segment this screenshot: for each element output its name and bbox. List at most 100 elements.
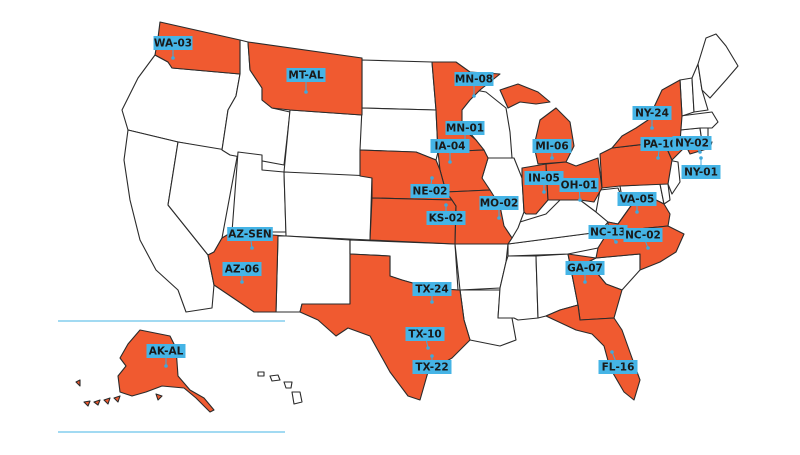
label-pin-dot bbox=[699, 156, 703, 160]
district-label-ks-02: KS-02 bbox=[426, 203, 466, 225]
label-pin-dot bbox=[656, 156, 660, 160]
district-label-tx-10: TX-10 bbox=[405, 327, 445, 350]
label-background bbox=[405, 327, 445, 341]
label-background bbox=[565, 261, 605, 275]
label-background bbox=[412, 360, 452, 374]
district-label-wa-03: WA-03 bbox=[153, 36, 193, 60]
label-background bbox=[681, 165, 721, 179]
label-pin-dot bbox=[448, 160, 452, 164]
label-text: PA-10 bbox=[643, 139, 677, 151]
label-pin-dot bbox=[164, 364, 168, 368]
label-text: NC-13 bbox=[590, 227, 626, 239]
state-arkansas bbox=[454, 243, 509, 291]
district-label-pa-10: PA-10 bbox=[640, 137, 680, 160]
label-text: TX-24 bbox=[415, 284, 448, 296]
state-kentucky bbox=[507, 199, 609, 245]
label-text: MO-02 bbox=[480, 198, 519, 210]
district-label-in-05: IN-05 bbox=[524, 171, 564, 194]
state-new-mexico bbox=[275, 235, 351, 313]
label-pin-dot bbox=[542, 190, 546, 194]
state-maine bbox=[697, 33, 739, 99]
label-text: NY-01 bbox=[684, 167, 718, 179]
label-background bbox=[412, 282, 452, 296]
label-pin-dot bbox=[635, 210, 639, 214]
label-background bbox=[153, 36, 193, 50]
label-background bbox=[532, 139, 572, 153]
label-pin-dot bbox=[578, 198, 582, 202]
label-text: MN-01 bbox=[446, 123, 484, 135]
label-background bbox=[617, 192, 657, 206]
label-background bbox=[598, 360, 638, 374]
state-north-dakota bbox=[361, 59, 437, 111]
label-text: IA-04 bbox=[434, 141, 465, 153]
district-label-mt-al: MT-AL bbox=[286, 68, 326, 94]
label-background bbox=[222, 262, 262, 276]
label-text: NY-02 bbox=[675, 138, 709, 150]
alaska-islands bbox=[75, 379, 163, 407]
label-background bbox=[632, 106, 672, 120]
label-text: WA-03 bbox=[154, 38, 192, 50]
label-background bbox=[146, 344, 186, 358]
district-label-mi-06: MI-06 bbox=[532, 139, 572, 160]
state-hawaii bbox=[257, 371, 303, 405]
district-label-ny-02: NY-02 bbox=[672, 136, 712, 154]
state-florida bbox=[545, 304, 641, 401]
label-pin-dot bbox=[171, 56, 175, 60]
label-background bbox=[426, 211, 466, 225]
label-text: KS-02 bbox=[429, 213, 464, 225]
label-text: GA-07 bbox=[567, 263, 603, 275]
district-label-mo-02: MO-02 bbox=[479, 196, 519, 220]
state-alaska bbox=[117, 329, 215, 413]
label-text: FL-16 bbox=[602, 362, 635, 374]
label-text: AK-AL bbox=[149, 346, 184, 358]
label-text: TX-22 bbox=[415, 362, 448, 374]
label-text: IN-05 bbox=[528, 173, 560, 185]
district-label-oh-01: OH-01 bbox=[559, 178, 599, 202]
district-label-az-06: AZ-06 bbox=[222, 262, 262, 284]
label-text: NY-24 bbox=[635, 108, 669, 120]
district-label-ia-04: IA-04 bbox=[430, 139, 470, 164]
label-text: AZ-06 bbox=[225, 264, 260, 276]
district-label-ny-24: NY-24 bbox=[632, 106, 672, 130]
label-background bbox=[479, 196, 519, 210]
label-pin-dot bbox=[646, 246, 650, 250]
label-pin-dot bbox=[444, 203, 448, 207]
label-pin-dot bbox=[610, 350, 614, 354]
state-new-hampshire bbox=[691, 63, 709, 113]
label-pin-dot bbox=[430, 300, 434, 304]
label-background bbox=[588, 225, 628, 239]
district-label-tx-22: TX-22 bbox=[412, 354, 452, 374]
district-label-az-sen: AZ-SEN bbox=[227, 227, 273, 250]
label-pin-dot bbox=[698, 150, 702, 154]
label-pin-dot bbox=[497, 216, 501, 220]
label-background bbox=[430, 139, 470, 153]
label-background bbox=[227, 227, 273, 241]
district-label-va-05: VA-05 bbox=[617, 192, 657, 214]
district-label-ny-01: NY-01 bbox=[681, 156, 721, 179]
label-text: MT-AL bbox=[288, 70, 324, 82]
label-background bbox=[410, 184, 450, 198]
label-background bbox=[672, 136, 712, 150]
label-background bbox=[286, 68, 326, 82]
label-background bbox=[559, 178, 599, 192]
district-label-ga-07: GA-07 bbox=[565, 261, 605, 284]
label-text: OH-01 bbox=[561, 180, 598, 192]
label-background bbox=[454, 72, 494, 86]
label-pin-dot bbox=[250, 246, 254, 250]
label-background bbox=[640, 137, 680, 151]
label-text: VA-05 bbox=[620, 194, 655, 206]
district-label-nc-13: NC-13 bbox=[588, 225, 628, 244]
district-label-tx-24: TX-24 bbox=[412, 282, 452, 304]
label-text: MN-08 bbox=[455, 74, 493, 86]
district-label-nc-02: NC-02 bbox=[623, 228, 663, 250]
label-pin-dot bbox=[426, 346, 430, 350]
label-pin-dot bbox=[430, 176, 434, 180]
label-text: NE-02 bbox=[413, 186, 448, 198]
label-pin-dot bbox=[550, 156, 554, 160]
label-text: MI-06 bbox=[535, 141, 568, 153]
label-pin-dot bbox=[304, 90, 308, 94]
label-background bbox=[524, 171, 564, 185]
label-text: TX-10 bbox=[408, 329, 441, 341]
district-label-ak-al: AK-AL bbox=[146, 344, 186, 368]
